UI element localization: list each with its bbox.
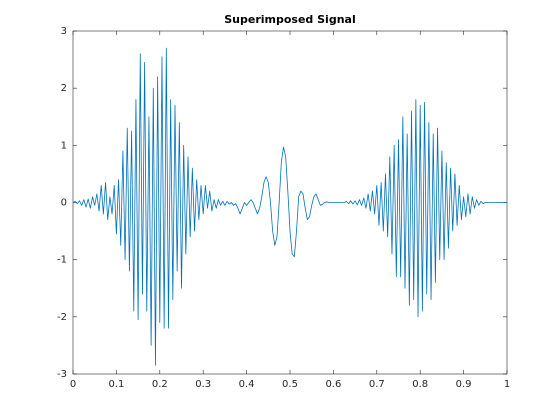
chart-title: Superimposed Signal [224,13,355,26]
x-tick-label: 0.8 [412,379,428,390]
x-tick-label: 0.9 [456,379,472,390]
x-tick-label: 0.2 [152,379,168,390]
x-tick-label: 0.6 [325,379,341,390]
x-tick-label: 0.1 [108,379,124,390]
y-tick-label: -3 [57,369,67,380]
x-tick-label: 0.3 [195,379,211,390]
signal-line [72,47,507,366]
y-tick-label: 3 [61,26,67,37]
x-tick-label: 0 [70,379,76,390]
y-tick-label: 2 [61,83,67,94]
x-tick-label: 0.7 [369,379,385,390]
x-tick-label: 0.4 [239,379,255,390]
x-tick-label: 0.5 [282,379,298,390]
y-tick-label: -1 [57,255,67,266]
x-tick-label: 1 [504,379,510,390]
y-tick-label: -2 [57,312,67,323]
y-tick-label: 0 [61,198,67,209]
y-tick-label: 1 [61,140,67,151]
